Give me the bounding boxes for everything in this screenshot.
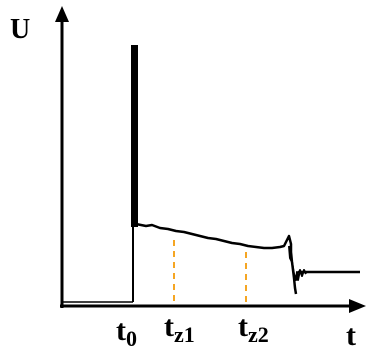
x-axis-label: t <box>346 319 356 352</box>
y-axis-label: U <box>10 14 30 45</box>
voltage-transition-noise <box>288 245 307 281</box>
voltage-spike <box>131 45 138 227</box>
tz2-label: tz2 <box>238 310 269 347</box>
x-axis-arrow <box>349 299 366 313</box>
voltage-curve <box>135 222 298 295</box>
t0-label: t0 <box>116 314 137 351</box>
y-axis-arrow <box>55 6 69 22</box>
tz1-label: tz1 <box>164 310 195 347</box>
